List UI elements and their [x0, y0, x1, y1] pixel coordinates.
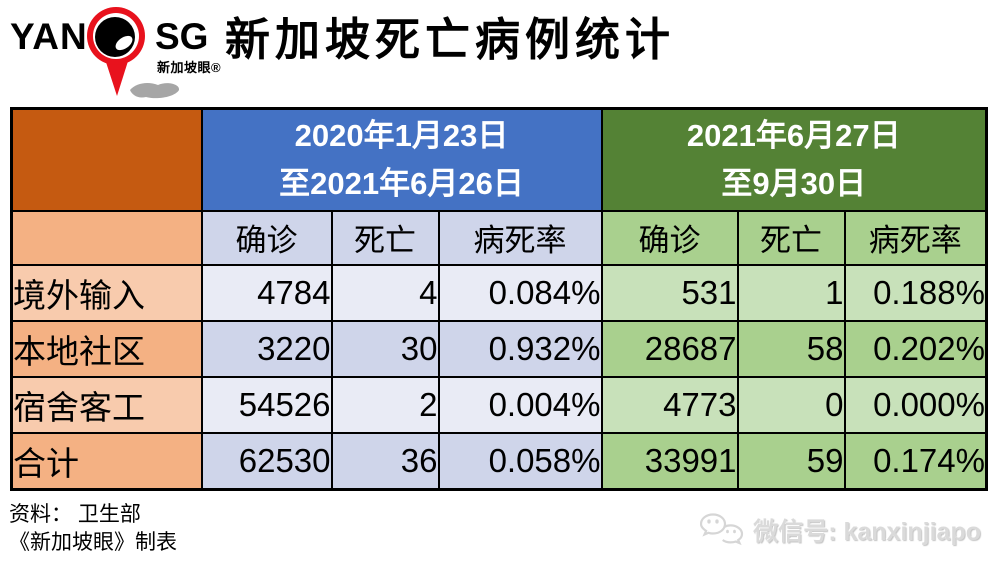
period2-line2: 至9月30日 — [721, 165, 867, 201]
cell-value: 4773 — [600, 375, 739, 434]
cell-value: 1 — [736, 263, 846, 322]
death-statistics-table: 2020年1月23日 至2021年6月26日 2021年6月27日 至9月30日… — [10, 107, 988, 491]
cell-value: 531 — [600, 263, 739, 322]
cell-value: 2 — [330, 375, 440, 434]
cell-value: 36 — [330, 431, 440, 490]
table-row-local-community: 本地社区 3220 30 0.932% 28687 58 0.202% — [10, 319, 988, 378]
cell-value: 30 — [330, 319, 440, 378]
cell-value: 3220 — [200, 319, 333, 378]
cell-value: 28687 — [600, 319, 739, 378]
cell-value: 33991 — [600, 431, 739, 490]
period1-header: 2020年1月23日 至2021年6月26日 — [200, 107, 603, 212]
cell-value: 4 — [330, 263, 440, 322]
table-row-total: 合计 62530 36 0.058% 33991 59 0.174% — [10, 431, 988, 490]
wechat-icon — [700, 513, 744, 546]
period1-line2: 至2021年6月26日 — [279, 165, 524, 201]
col-header-confirmed-p2: 确诊 — [600, 209, 739, 266]
cell-value: 0.058% — [437, 431, 603, 490]
cell-value: 4784 — [200, 263, 333, 322]
cell-value: 59 — [736, 431, 846, 490]
row-label: 合计 — [10, 431, 203, 490]
row-label: 宿舍客工 — [10, 375, 203, 434]
table-row-dormitory-workers: 宿舍客工 54526 2 0.004% 4773 0 0.000% — [10, 375, 988, 434]
cell-value: 54526 — [200, 375, 333, 434]
location-pin-eye-icon — [87, 7, 180, 99]
cell-value: 0.004% — [437, 375, 603, 434]
logo-word-sg: SG — [155, 16, 209, 57]
col-header-cfr-p2: 病死率 — [843, 209, 988, 266]
cell-value: 62530 — [200, 431, 333, 490]
credit-note: 《新加坡眼》制表 — [9, 531, 177, 554]
cell-value: 0.174% — [843, 431, 988, 490]
table-row-imported: 境外输入 4784 4 0.084% 531 1 0.188% — [10, 263, 988, 322]
col-header-deaths-p1: 死亡 — [330, 209, 440, 266]
corner-cell — [10, 107, 203, 212]
source-note: 资料： 卫生部 — [9, 503, 141, 526]
singapore-island-icon — [130, 82, 180, 99]
col-header-deaths-p2: 死亡 — [736, 209, 846, 266]
logo-tagline: 新加坡眼® — [157, 60, 222, 75]
yan-sg-logo: YAN SG 新加坡眼® — [8, 4, 233, 100]
logo-word-yan: YAN — [10, 16, 88, 57]
cell-value: 0.084% — [437, 263, 603, 322]
period2-line1: 2021年6月27日 — [686, 117, 901, 153]
cell-value: 0.188% — [843, 263, 988, 322]
page-title: 新加坡死亡病例统计 — [225, 14, 676, 65]
header: YAN SG 新加坡眼® 新加坡死亡病例统计 — [0, 0, 995, 100]
col-header-cfr-p1: 病死率 — [437, 209, 603, 266]
period2-header: 2021年6月27日 至9月30日 — [600, 107, 988, 212]
subheader-blank-cell — [10, 209, 203, 266]
col-header-confirmed-p1: 确诊 — [200, 209, 333, 266]
footer-notes: 资料： 卫生部 《新加坡眼》制表 — [9, 501, 177, 557]
row-label: 本地社区 — [10, 319, 203, 378]
wechat-watermark: 微信号: kanxinjiapo — [700, 512, 981, 548]
cell-value: 0.000% — [843, 375, 988, 434]
cell-value: 58 — [736, 319, 846, 378]
row-label: 境外输入 — [10, 263, 203, 322]
wechat-id-text: 微信号: kanxinjiapo — [753, 518, 981, 546]
period1-line1: 2020年1月23日 — [294, 117, 509, 153]
cell-value: 0.932% — [437, 319, 603, 378]
cell-value: 0.202% — [843, 319, 988, 378]
cell-value: 0 — [736, 375, 846, 434]
